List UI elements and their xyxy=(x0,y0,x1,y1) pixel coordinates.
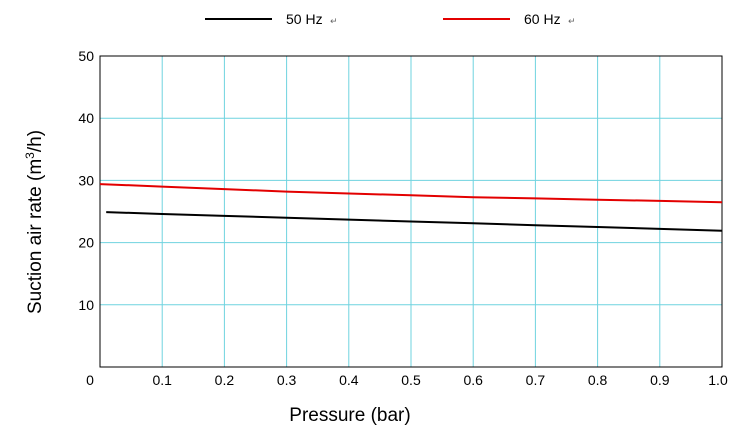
legend-label-1: 60 Hz xyxy=(524,11,561,27)
x-tick-labels: 0 0.1 0.2 0.3 0.4 0.5 0.6 0.7 0.8 0.9 1.0 xyxy=(86,372,728,388)
legend-return-mark-1: ↵ xyxy=(568,17,576,27)
plot-frame xyxy=(99,55,723,368)
series-line-1 xyxy=(99,183,723,204)
grid xyxy=(100,56,722,367)
x-axis-title: Pressure (bar) xyxy=(289,405,410,426)
y-axis-title: Suction air rate (m3/h) xyxy=(23,130,46,314)
series-lines xyxy=(99,183,723,232)
y-tick-label: 10 xyxy=(78,297,94,313)
y-tick-label: 40 xyxy=(78,110,94,126)
x-tick-label: 0.9 xyxy=(650,372,670,388)
y-tick-label: 20 xyxy=(78,235,94,251)
x-tick-label: 0.2 xyxy=(215,372,235,388)
x-tick-label: 0 xyxy=(86,372,94,388)
x-tick-label: 0.4 xyxy=(339,372,359,388)
x-tick-label: 0.3 xyxy=(277,372,297,388)
y-tick-label: 50 xyxy=(78,48,94,64)
legend: 50 Hz ↵ 60 Hz ↵ xyxy=(205,11,576,27)
y-tick-labels: 10 20 30 40 50 xyxy=(78,48,94,313)
x-tick-label: 1.0 xyxy=(708,372,728,388)
y-axis-title-end: /h) xyxy=(25,130,46,152)
legend-return-mark-0: ↵ xyxy=(330,17,338,27)
x-tick-label: 0.8 xyxy=(588,372,608,388)
y-axis-title-main: Suction air rate (m xyxy=(25,159,46,314)
x-tick-label: 0.7 xyxy=(526,372,546,388)
x-tick-label: 0.5 xyxy=(401,372,421,388)
legend-label-0: 50 Hz xyxy=(286,11,323,27)
x-tick-label: 0.1 xyxy=(152,372,172,388)
y-axis-title-sup: 3 xyxy=(23,152,37,159)
y-tick-label: 30 xyxy=(78,172,94,188)
x-tick-label: 0.6 xyxy=(463,372,483,388)
series-line-0 xyxy=(106,211,723,232)
